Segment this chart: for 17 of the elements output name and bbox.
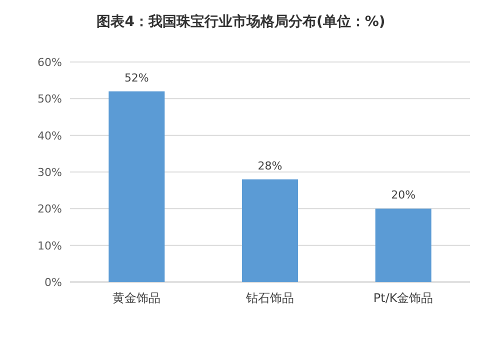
- bar: [375, 208, 432, 282]
- data-label: 28%: [258, 159, 282, 172]
- y-tick-label: 10%: [38, 239, 62, 252]
- x-tick-label: 黄金饰品: [112, 291, 161, 305]
- x-tick-label: Pt/K金饰品: [373, 291, 434, 305]
- data-label: 52%: [124, 71, 149, 84]
- y-tick-label: 20%: [38, 202, 62, 216]
- y-tick-label: 40%: [38, 129, 62, 142]
- x-tick-label: 钻石饰品: [245, 291, 294, 305]
- y-tick-label: 60%: [38, 56, 62, 69]
- y-tick-label: 50%: [38, 92, 62, 106]
- bar: [108, 91, 165, 282]
- data-label: 20%: [391, 188, 416, 202]
- chart-title: 图表4：我国珠宝行业市场格局分布(单位：%): [96, 13, 386, 30]
- y-tick-label: 30%: [38, 166, 62, 179]
- bar: [242, 179, 298, 282]
- y-tick-label: 0%: [44, 276, 62, 289]
